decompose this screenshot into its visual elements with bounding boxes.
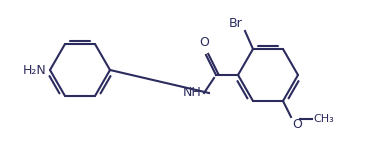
Text: O: O [199,36,209,49]
Text: H₂N: H₂N [23,64,47,77]
Text: NH: NH [182,86,201,100]
Text: CH₃: CH₃ [313,114,334,124]
Text: Br: Br [229,17,243,30]
Text: O: O [292,118,302,131]
